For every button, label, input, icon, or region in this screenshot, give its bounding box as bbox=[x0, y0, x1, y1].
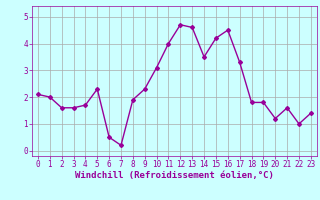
X-axis label: Windchill (Refroidissement éolien,°C): Windchill (Refroidissement éolien,°C) bbox=[75, 171, 274, 180]
